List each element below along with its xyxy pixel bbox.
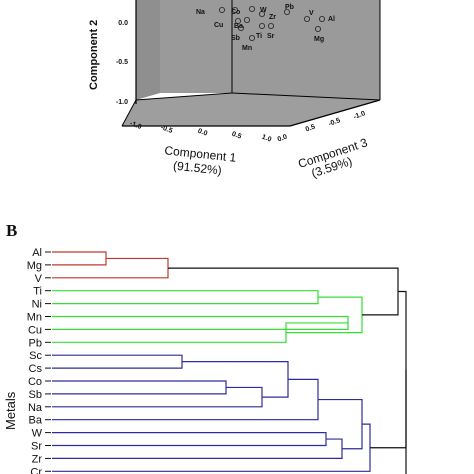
x1-tick-label: -1.0 <box>129 120 143 131</box>
dendrogram-link <box>52 386 263 408</box>
x3-tick-label: -1.0 <box>353 110 367 121</box>
point-label: W <box>260 7 267 14</box>
dendrogram-link <box>182 361 289 398</box>
y-tick-label: -0.5 <box>116 59 128 66</box>
dendrogram-link <box>52 290 319 305</box>
dendrogram-link <box>286 296 363 334</box>
y-tick-label: -1.0 <box>116 99 128 106</box>
dendrogram-link <box>52 432 327 447</box>
point-label: Na <box>196 9 205 16</box>
dendrogram-link <box>168 267 399 316</box>
floor <box>122 93 380 126</box>
leaf-label: Na <box>28 402 43 414</box>
point-label: Zr <box>269 14 276 21</box>
scatter-point <box>283 8 290 15</box>
scatter-point <box>267 22 274 29</box>
leaf-label: Co <box>28 376 42 388</box>
panel-label: B <box>6 221 17 240</box>
leaf-label: Mg <box>27 260 42 272</box>
scatter-point <box>258 22 265 29</box>
box-edge <box>121 99 137 127</box>
point-label: Co <box>231 9 240 16</box>
leaf-label: Ba <box>29 415 43 427</box>
y-tick-label: 0.0 <box>118 20 128 27</box>
leaf-label: Cu <box>28 324 42 336</box>
scatter-point <box>243 16 250 23</box>
x3-tick-label: 0.0 <box>277 134 289 144</box>
box-edge <box>135 92 233 101</box>
dendrogram-panel: B Metals AlMgVTiNiMnCuPbScCsCoSbNaBaWSrZ… <box>3 221 407 474</box>
leaf-label: Sb <box>29 389 42 401</box>
dendrogram-y-axis-label: Metals <box>3 391 18 430</box>
leaf-label: Ni <box>32 299 42 311</box>
box-edge <box>289 99 381 127</box>
point-label: Sr <box>267 33 275 40</box>
dendrogram-link <box>52 380 227 395</box>
dendrogram-link <box>52 438 343 459</box>
dendrogram-links <box>52 251 407 474</box>
dendrogram-link <box>52 423 371 472</box>
leaf-label: Sc <box>29 350 42 362</box>
point-label: Sb <box>231 35 240 42</box>
dendrogram-link <box>52 354 183 369</box>
scatter-3d-panel: 0.0 -0.5 -1.0 Component 2 -1.0 -0.5 0.0 … <box>88 0 381 180</box>
dendrogram-link <box>318 398 363 450</box>
x1-tick-label: -0.5 <box>160 124 174 135</box>
leaf-label: V <box>35 273 43 285</box>
leaf-label: Pb <box>29 337 42 349</box>
leaf-label: Cr <box>30 466 42 474</box>
scatter-point <box>237 24 244 31</box>
x1-tick-label: 0.0 <box>197 128 209 138</box>
scatter-point <box>234 17 241 24</box>
point-label: Pb <box>285 4 294 11</box>
point-label: Al <box>328 16 335 23</box>
point-label: Mn <box>242 45 252 52</box>
x3-tick-label: -0.5 <box>328 117 342 128</box>
x3-tick-label: 0.5 <box>305 124 317 134</box>
leaf-label: Mn <box>27 312 42 324</box>
point-label: Mg <box>314 36 324 43</box>
x1-tick-label: 1.0 <box>261 134 273 144</box>
component1-variance: (91.52%) <box>172 159 222 178</box>
component2-axis-label: Component 2 <box>88 20 100 90</box>
back-wall <box>160 0 380 100</box>
leaf-label: Sr <box>31 441 42 453</box>
left-wall <box>136 0 160 100</box>
point-label: Ti <box>256 33 262 40</box>
scatter-point <box>248 35 255 42</box>
scatter-point <box>248 6 255 12</box>
leaf-label: Al <box>32 247 42 259</box>
leaf-label: Zr <box>32 453 43 465</box>
scatter-point <box>318 15 325 22</box>
scatter-point <box>218 7 225 13</box>
scatter-point <box>314 25 321 32</box>
box-edge <box>231 92 381 101</box>
leaf-label: W <box>32 428 43 440</box>
dendrogram-link <box>52 257 169 279</box>
leaf-label: Cs <box>29 363 43 375</box>
scatter-point <box>258 10 265 17</box>
scatter-point <box>231 7 238 13</box>
scatter-point <box>303 15 310 22</box>
leaf-label: Ti <box>33 286 42 298</box>
dendrogram-link <box>52 251 107 266</box>
point-label: Cu <box>214 22 223 29</box>
x1-tick-label: 0.5 <box>231 131 243 141</box>
point-label: V <box>309 10 314 17</box>
dendrogram-link <box>52 378 319 421</box>
dendrogram-link <box>370 290 407 449</box>
